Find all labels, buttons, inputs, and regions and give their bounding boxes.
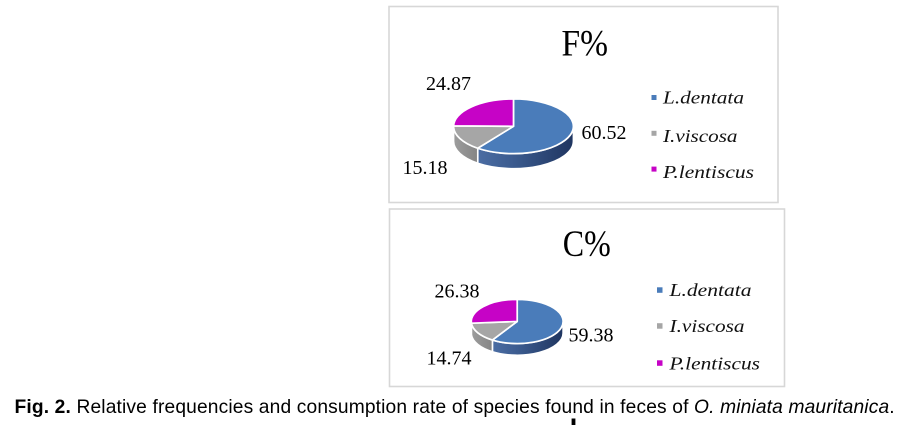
svg-text:60.52: 60.52	[582, 122, 627, 144]
svg-text:L.dentata: L.dentata	[662, 87, 744, 107]
svg-text:F%: F%	[562, 24, 609, 65]
svg-text:I.viscosa: I.viscosa	[662, 126, 738, 146]
svg-text:14.74: 14.74	[427, 347, 472, 369]
svg-text:26.38: 26.38	[435, 280, 480, 302]
svg-text:P.lentiscus: P.lentiscus	[662, 162, 754, 182]
svg-text:Fig. 2. Relative frequencies a: Fig. 2. Relative frequencies and consump…	[15, 397, 895, 418]
svg-text:15.18: 15.18	[403, 157, 448, 179]
svg-text:I.viscosa: I.viscosa	[668, 316, 744, 336]
svg-text:24.87: 24.87	[426, 73, 471, 95]
svg-text:C%: C%	[563, 224, 611, 265]
svg-text:59.38: 59.38	[569, 325, 614, 347]
svg-text:P.lentiscus: P.lentiscus	[668, 354, 760, 374]
svg-text:L.dentata: L.dentata	[668, 280, 751, 300]
